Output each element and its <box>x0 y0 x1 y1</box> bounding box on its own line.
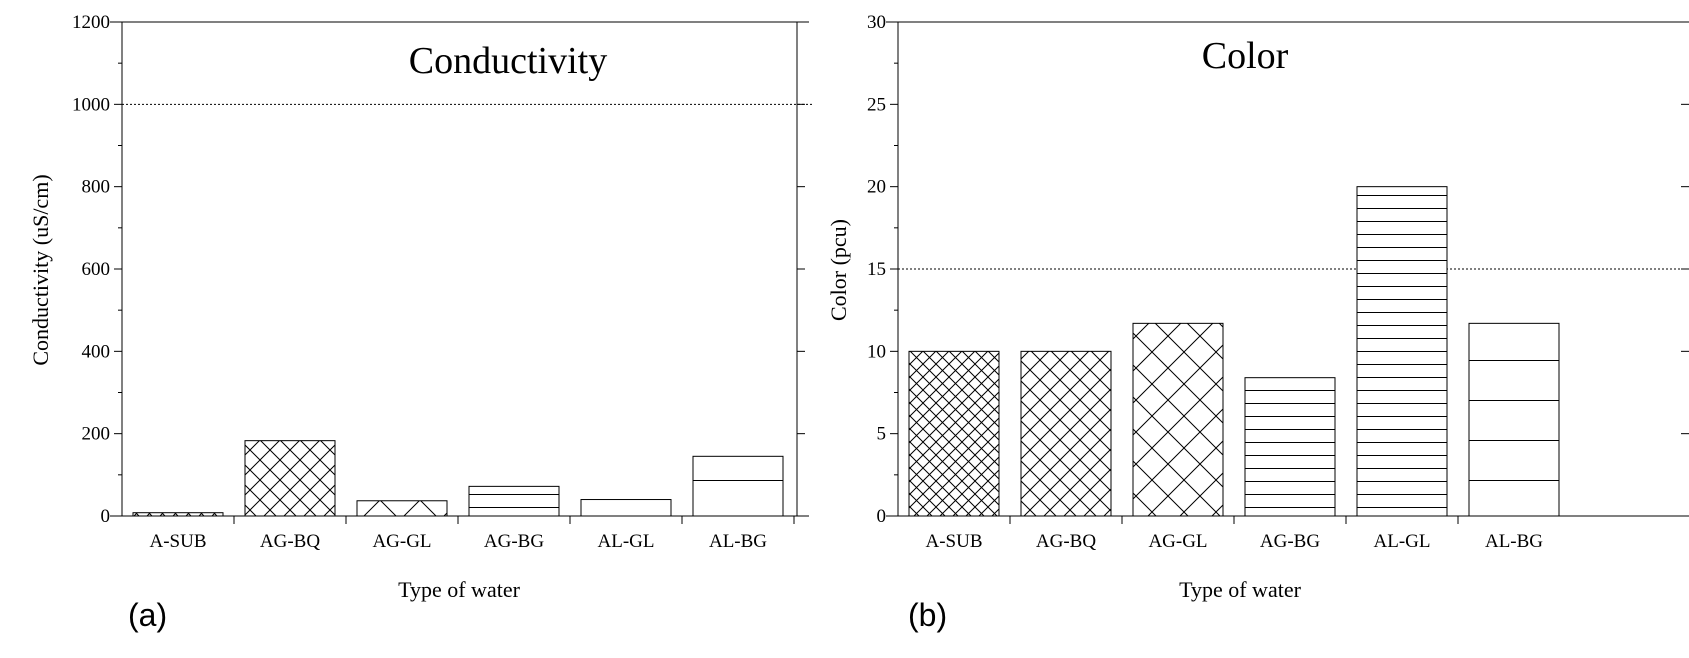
x-tick-label: AL-BG <box>709 531 767 552</box>
bar <box>132 512 224 517</box>
bar <box>1132 322 1224 517</box>
panel-label: (b) <box>908 597 947 633</box>
y-tick-label: 25 <box>867 94 886 115</box>
x-tick-label: A-SUB <box>149 531 206 552</box>
plot-area: 0 5 10 15 20 25 30 A-SUB AG-BQ AG-GL AG-BG AL-GL AL-… <box>867 12 1689 552</box>
bar <box>692 455 784 517</box>
bar <box>1356 186 1448 517</box>
x-tick-label: AL-GL <box>598 531 655 552</box>
y-tick-label: 5 <box>877 424 887 445</box>
y-tick-label: 200 <box>82 424 111 445</box>
y-tick-label: 400 <box>82 341 111 362</box>
bar <box>580 499 672 517</box>
y-axis-title: Conductivity (uS/cm) <box>28 174 53 365</box>
y-tick-label: 0 <box>877 506 887 527</box>
x-tick-label: AG-BQ <box>1036 531 1096 552</box>
bar <box>468 485 560 517</box>
plot-area: 0 200 400 600 800 1000 1200 A-SUB AG-BQ AG-GL AG-B… <box>72 12 813 552</box>
x-tick-label: AL-GL <box>1374 531 1431 552</box>
panel-a: Conductivity (a) Type of water Conductiv… <box>28 12 813 633</box>
y-tick-label: 0 <box>101 506 111 527</box>
x-tick-label: AL-BG <box>1485 531 1543 552</box>
x-tick-label: AG-BG <box>484 531 544 552</box>
x-axis-title: Type of water <box>1179 577 1302 602</box>
y-axis-title: Color (pcu) <box>826 219 851 321</box>
y-tick-label: 1200 <box>72 12 110 33</box>
chart-title: Conductivity <box>409 40 607 82</box>
panel-label: (a) <box>128 597 167 633</box>
panel-b: Color (b) Type of water Color (pcu) 0 5 10… <box>826 12 1689 633</box>
bar <box>1468 322 1560 517</box>
y-tick-label: 30 <box>867 12 886 33</box>
y-tick-label: 1000 <box>72 94 110 115</box>
y-tick-label: 800 <box>82 177 111 198</box>
y-tick-label: 600 <box>82 259 111 280</box>
chart-title: Color <box>1202 35 1289 77</box>
bar <box>244 440 336 517</box>
x-tick-label: AG-GL <box>372 531 431 552</box>
y-tick-label: 15 <box>867 259 886 280</box>
bar <box>908 350 1000 517</box>
x-tick-label: A-SUB <box>925 531 982 552</box>
y-tick-label: 20 <box>867 177 886 198</box>
y-tick-label: 10 <box>867 341 886 362</box>
x-tick-label: AG-BG <box>1260 531 1320 552</box>
bar <box>356 500 448 517</box>
bar <box>1020 350 1112 517</box>
x-tick-label: AG-BQ <box>260 531 320 552</box>
x-tick-label: AG-GL <box>1148 531 1207 552</box>
bar <box>1244 377 1336 517</box>
x-axis-title: Type of water <box>398 577 521 602</box>
